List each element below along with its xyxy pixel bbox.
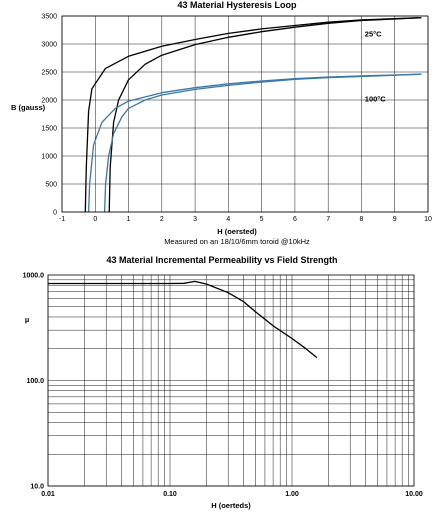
chart2-x-tick-label: 1.00 [285, 491, 299, 498]
chart2-x-tick-label: 0.10 [163, 491, 177, 498]
chart1-x-tick-label: 4 [226, 216, 230, 223]
chart1-plot-frame [61, 15, 429, 213]
chart1-y-ticks: 0 500 1000 1500 2000 2500 3000 3500 [41, 14, 57, 217]
chart1-x-tick-label: 2 [160, 216, 164, 223]
permeability-chart: 43 Material Incremental Permeability vs … [23, 255, 423, 510]
chart1-y-axis-label: B (gauss) [11, 103, 46, 112]
chart2-y-ticks: 10.0 100.0 1000.0 [23, 273, 45, 491]
chart1-series-0-curve-1 [108, 17, 422, 213]
chart1-x-tick-label: 5 [260, 216, 264, 223]
hysteresis-chart: 43 Material Hysteresis Loop -1 0 1 2 3 4 5 6 7 8 9… [11, 0, 432, 246]
chart1-x-tick-label: 1 [127, 216, 131, 223]
chart2-x-axis-label: H (oerteds) [211, 501, 251, 510]
chart2-series-0-line [48, 280, 318, 359]
chart1-x-tick-label: 9 [393, 216, 397, 223]
chart1-y-tick-label: 1000 [41, 154, 57, 161]
chart1-x-ticks: -1 0 1 2 3 4 5 6 7 8 9 10 [59, 216, 432, 223]
chart2-y-tick-label: 100.0 [26, 378, 44, 385]
chart2-plot-frame [47, 274, 415, 487]
chart2-series [48, 280, 318, 359]
chart1-y-tick-label: 0 [53, 210, 57, 217]
chart2-y-tick-label: 1000.0 [23, 273, 45, 280]
chart2-grid [47, 275, 414, 487]
chart1-title: 43 Material Hysteresis Loop [177, 0, 297, 10]
chart1-x-tick-label: 3 [193, 216, 197, 223]
chart1-y-tick-label: 1500 [41, 126, 57, 133]
chart1-grid [61, 15, 429, 213]
chart2-x-ticks: 0.01 0.10 1.00 10.00 [41, 491, 423, 498]
chart1-x-tick-label: 10 [424, 216, 432, 223]
chart1-y-tick-label: 3000 [41, 42, 57, 49]
chart2-y-tick-label: 10.0 [30, 484, 44, 491]
chart2-x-tick-label: 0.01 [41, 491, 55, 498]
chart1-x-tick-label: -1 [59, 216, 65, 223]
chart1-y-tick-label: 3500 [41, 14, 57, 21]
chart1-note: Measured on an 18/10/6mm toroid @10kHz [164, 237, 310, 246]
chart1-y-tick-label: 2500 [41, 70, 57, 77]
chart1-x-tick-label: 6 [293, 216, 297, 223]
chart1-series-0-curve-0 [84, 17, 422, 213]
chart2-title: 43 Material Incremental Permeability vs … [106, 255, 337, 265]
chart1-x-tick-label: 7 [326, 216, 330, 223]
annotation-25c: 25°C [365, 30, 382, 39]
chart2-x-tick-label: 10.00 [405, 491, 423, 498]
chart1-x-axis-label: H (oersted) [217, 227, 257, 236]
chart1-series [84, 17, 422, 213]
chart2-y-axis-label: µ [25, 315, 29, 324]
chart1-x-tick-label: 8 [360, 216, 364, 223]
annotation-100c: 100°C [365, 95, 387, 104]
chart1-y-tick-label: 500 [45, 182, 57, 189]
chart1-x-tick-label: 0 [93, 216, 97, 223]
chart1-y-tick-label: 2000 [41, 98, 57, 105]
chart1-series-1-curve-1 [103, 73, 422, 213]
